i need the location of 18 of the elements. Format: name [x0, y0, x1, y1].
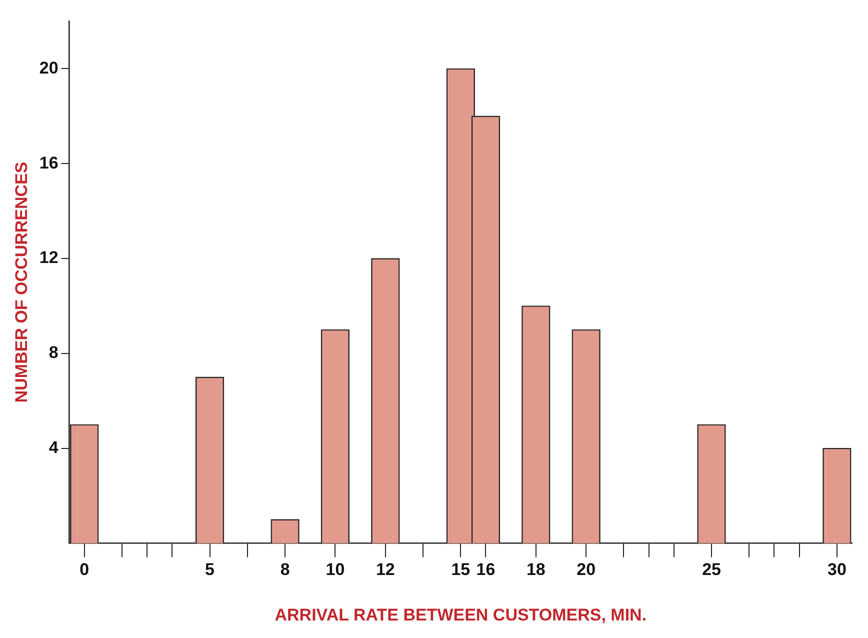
- x-tick-label: 20: [576, 560, 596, 580]
- x-axis-title: ARRIVAL RATE BETWEEN CUSTOMERS, MIN.: [274, 605, 647, 624]
- x-tick-label: 18: [526, 560, 546, 580]
- y-tick-label: 8: [48, 343, 58, 362]
- y-tick-label: 12: [39, 248, 58, 268]
- x-tick-label: 16: [476, 560, 496, 580]
- x-tick-label: 5: [205, 560, 215, 580]
- x-tick-label: 15: [451, 560, 470, 580]
- y-tick-label: 16: [39, 153, 58, 172]
- x-tick-label: 25: [702, 560, 721, 580]
- x-tick-label: 8: [280, 560, 290, 580]
- y-tick-label: 20: [39, 58, 58, 78]
- y-axis-title: NUMBER OF OCCURRENCES: [12, 162, 31, 403]
- x-tick-label: 12: [376, 560, 395, 580]
- y-tick-label: 4: [48, 438, 59, 457]
- x-tick-label: 0: [80, 560, 90, 580]
- x-tick-label: 10: [326, 560, 345, 580]
- x-tick-label: 30: [827, 560, 846, 580]
